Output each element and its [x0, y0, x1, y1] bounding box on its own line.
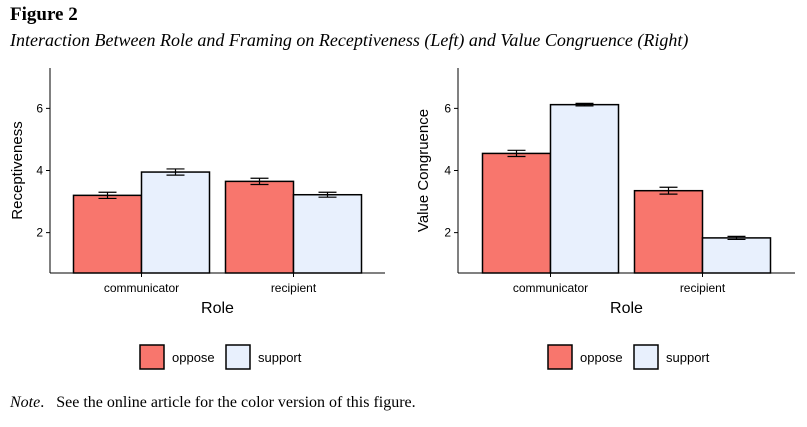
- legend-label-oppose: oppose: [172, 350, 215, 365]
- y-axis-title: Receptiveness: [9, 121, 26, 219]
- legend-swatch-oppose: [139, 344, 165, 370]
- bar-support-communicator: [549, 103, 620, 274]
- legend-swatch-support: [225, 344, 251, 370]
- x-axis-title: Role: [610, 300, 643, 317]
- bar-support-communicator: [140, 171, 211, 274]
- note-text: See the online article for the color ver…: [56, 394, 416, 411]
- y-axis-title: Value Congruence: [415, 109, 432, 232]
- legend-label-oppose: oppose: [580, 350, 623, 365]
- bar-support-recipient: [292, 193, 363, 274]
- legend-label-support: support: [666, 350, 710, 365]
- x-tick-label-communicator: communicator: [513, 281, 588, 295]
- bar-oppose-recipient: [633, 189, 704, 274]
- y-tick-label: 6: [36, 101, 43, 115]
- x-tick-label-recipient: recipient: [271, 281, 317, 295]
- legend-label-support: support: [258, 350, 302, 365]
- bar-support-recipient: [701, 237, 772, 274]
- legend-swatch-support: [633, 344, 659, 370]
- figure-label: Figure 2: [10, 4, 78, 25]
- figure-caption: Interaction Between Role and Framing on …: [10, 30, 689, 50]
- x-tick-label-recipient: recipient: [680, 281, 726, 295]
- y-tick-label: 4: [444, 164, 451, 178]
- note-label: Note: [10, 394, 41, 411]
- x-axis-title: Role: [201, 300, 234, 317]
- y-tick-label: 6: [444, 101, 451, 115]
- legend-swatch-oppose: [547, 344, 573, 370]
- figure-note: Note. See the online article for the col…: [10, 394, 416, 411]
- y-tick-label: 2: [444, 226, 451, 240]
- y-tick-label: 4: [36, 164, 43, 178]
- x-tick-label-communicator: communicator: [104, 281, 179, 295]
- bar-oppose-communicator: [481, 152, 552, 274]
- bar-oppose-communicator: [72, 194, 143, 274]
- y-tick-label: 2: [36, 226, 43, 240]
